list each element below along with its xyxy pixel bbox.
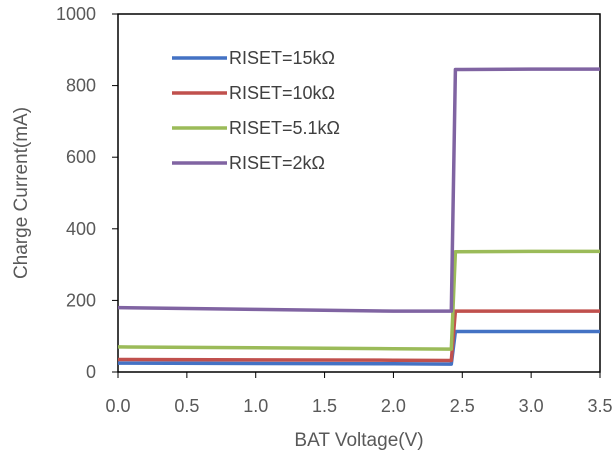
legend-label: RISET=15kΩ xyxy=(229,48,335,68)
x-tick-label: 0.0 xyxy=(105,396,130,416)
y-axis-title: Charge Current(mA) xyxy=(11,107,32,279)
x-tick-label: 2.5 xyxy=(450,396,475,416)
x-tick-label: 1.5 xyxy=(312,396,337,416)
y-tick-label: 200 xyxy=(66,290,96,310)
y-axis-ticks: 0 200 400 600 800 1000 xyxy=(56,4,118,382)
y-tick-label: 0 xyxy=(86,362,96,382)
x-tick-label: 1.0 xyxy=(243,396,268,416)
legend-label: RISET=2kΩ xyxy=(229,153,325,173)
series-line-riset-2k xyxy=(117,67,600,313)
x-tick-label: 2.0 xyxy=(381,396,406,416)
legend-label: RISET=5.1kΩ xyxy=(229,118,340,138)
x-tick-label: 3.0 xyxy=(519,396,544,416)
x-axis-ticks: 0.0 0.5 1.0 1.5 2.0 2.5 3.0 3.5 xyxy=(105,372,613,416)
legend-label: RISET=10kΩ xyxy=(229,83,335,103)
y-tick-label: 800 xyxy=(66,76,96,96)
series-layer xyxy=(117,67,600,366)
legend: RISET=15kΩ RISET=10kΩ RISET=5.1kΩ RISET=2kΩ xyxy=(172,48,340,173)
y-tick-label: 1000 xyxy=(56,4,96,24)
series-line-riset-5-1k xyxy=(117,249,600,351)
y-tick-label: 400 xyxy=(66,219,96,239)
x-axis-title: BAT Voltage(V) xyxy=(294,430,423,451)
x-tick-label: 3.5 xyxy=(587,396,612,416)
y-tick-label: 600 xyxy=(66,147,96,167)
x-tick-label: 0.5 xyxy=(174,396,199,416)
